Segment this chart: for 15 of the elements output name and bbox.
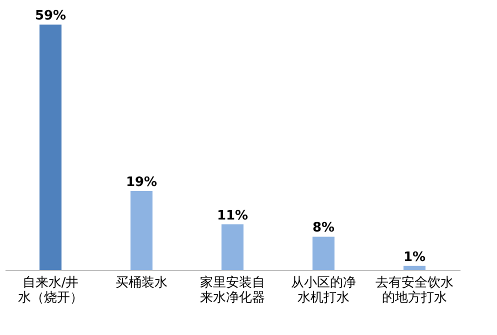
bar <box>40 24 62 270</box>
data-label: 1% <box>403 250 426 265</box>
data-label: 8% <box>312 220 335 236</box>
bar <box>222 224 244 270</box>
data-label: 59% <box>34 8 66 24</box>
x-tick-label: 去有安全饮水的地方打水 <box>376 274 454 306</box>
bar <box>312 236 334 270</box>
x-tick-label: 家里安装自来水净化器 <box>200 274 265 306</box>
data-label: 11% <box>216 208 248 224</box>
data-label: 19% <box>126 174 158 190</box>
x-tick-label: 自来水/井水（烧开） <box>18 276 83 306</box>
x-tick-label: 买桶装水 <box>116 276 168 290</box>
x-tick-label: 从小区的净水机打水 <box>291 276 356 306</box>
bar <box>130 190 152 270</box>
bar <box>404 266 426 270</box>
